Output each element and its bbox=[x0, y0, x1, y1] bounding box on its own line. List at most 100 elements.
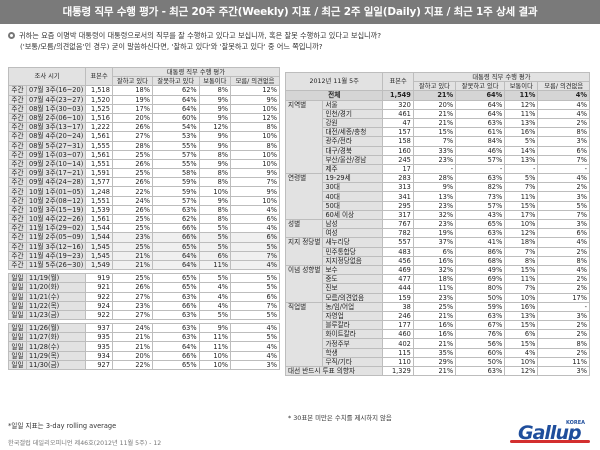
table-row: 여성 782 19% 63% 12% 6% bbox=[286, 228, 590, 239]
approve-value: 23% bbox=[412, 292, 457, 303]
table-row: 주간 09월 1주(03~07) 1,561 25% 57% 8% 10% bbox=[8, 149, 280, 160]
neutral-value: 5% bbox=[198, 223, 232, 234]
approve-value: 21% bbox=[412, 338, 457, 349]
disapprove-value: 66% bbox=[152, 300, 200, 311]
neutral-value: 4% bbox=[504, 347, 539, 358]
approve-value: 9% bbox=[412, 182, 457, 193]
approve-value: 26% bbox=[111, 204, 154, 216]
sample-size: 157 bbox=[382, 127, 414, 138]
approve-value: 7% bbox=[412, 136, 457, 147]
approve-value: 32% bbox=[412, 264, 457, 276]
rolling-average-note: *일일 지표는 3-day rolling average bbox=[8, 422, 117, 430]
sample-size: 483 bbox=[382, 246, 414, 257]
unknown-value: 7% bbox=[230, 177, 280, 188]
neutral-value: 8% bbox=[198, 213, 232, 225]
table-row: 가정주부 402 21% 56% 15% 8% bbox=[286, 338, 590, 349]
detail-period-header: 2012년 11월 5주 bbox=[284, 71, 384, 92]
approve-value: 16% bbox=[412, 329, 457, 340]
logo-korea: KOREA bbox=[566, 420, 586, 426]
unknown-value: 4% bbox=[230, 341, 280, 352]
period-date: 10월 2주(08~12) bbox=[25, 195, 87, 206]
sample-size: 1,539 bbox=[85, 204, 113, 216]
neutral-value: 10% bbox=[504, 356, 539, 368]
subgroup-label: 19-29세 bbox=[322, 173, 384, 184]
period-type: 일일 bbox=[8, 341, 27, 352]
approve-value: 27% bbox=[111, 291, 154, 302]
unknown-value: 9% bbox=[230, 94, 280, 105]
disapprove-value: 55% bbox=[152, 158, 200, 170]
neutral-value: 8% bbox=[198, 204, 232, 216]
period-date: 08월 5주(27~31) bbox=[25, 140, 87, 151]
disapprove-value: 63% bbox=[152, 323, 200, 334]
table-row: 부산/울산/경남 245 23% 57% 13% 7% bbox=[286, 154, 590, 165]
period-type: 주간 bbox=[8, 250, 27, 261]
period-date: 08월 2주(06~10) bbox=[25, 112, 87, 124]
period-type: 주간 bbox=[8, 195, 27, 206]
sample-size: 919 bbox=[85, 273, 113, 284]
sample-size: 456 bbox=[382, 255, 414, 266]
table-row: 50대 295 23% 57% 15% 5% bbox=[286, 200, 590, 211]
period-date: 10월 1주(01~05) bbox=[25, 186, 87, 197]
period-date: 11월 2주(05~09) bbox=[25, 232, 87, 243]
sample-size: 921 bbox=[85, 282, 113, 293]
sample-size: 927 bbox=[85, 359, 113, 371]
unknown-value: 4% bbox=[230, 259, 280, 271]
neutral-value: 17% bbox=[504, 209, 539, 221]
table-row: 대선 반드시 투표 의향자 1,329 21% 63% 12% 3% bbox=[284, 365, 590, 377]
approve-value: 28% bbox=[111, 140, 154, 151]
neutral-value: 16% bbox=[504, 301, 539, 312]
table-row: 강원 47 21% 63% 13% 2% bbox=[286, 117, 590, 129]
unknown-value: 3% bbox=[537, 191, 590, 202]
neutral-value: 9% bbox=[198, 94, 232, 105]
period-date: 09월 3주(17~21) bbox=[25, 168, 87, 179]
sample-size: 159 bbox=[382, 292, 414, 303]
approve-value: 23% bbox=[412, 200, 457, 211]
period-date: 08월 3주(13~17) bbox=[25, 122, 87, 133]
neutral-value: 15% bbox=[504, 338, 539, 349]
subgroup-label: 광주/전라 bbox=[322, 136, 384, 147]
sample-size: 1,551 bbox=[85, 158, 113, 170]
neutral-value: 8% bbox=[504, 255, 539, 266]
sample-size: 246 bbox=[382, 310, 414, 322]
sample-size: 402 bbox=[382, 338, 414, 349]
unknown-value: 4% bbox=[537, 264, 590, 276]
period-date: 10월 3주(15~19) bbox=[25, 204, 87, 216]
neutral-value: 13% bbox=[504, 117, 539, 129]
period-type: 주간 bbox=[8, 85, 27, 96]
subgroup-label: 모름/의견없음 bbox=[322, 292, 384, 303]
disapprove-value: 65% bbox=[152, 273, 200, 284]
disapprove-value: 50% bbox=[455, 292, 506, 303]
table-row: 진보 444 11% 80% 7% 2% bbox=[286, 283, 590, 294]
report-title-banner: 대통령 직무 수행 평가 - 최근 20주 주간(Weekly) 지표 / 최근… bbox=[0, 0, 600, 24]
subgroup-label: 서울 bbox=[322, 99, 384, 110]
neutral-value: 9% bbox=[198, 103, 232, 114]
table-row: 주간 08월 3주(13~17) 1,222 26% 54% 12% 8% bbox=[8, 122, 280, 133]
neutral-value: 9% bbox=[198, 323, 232, 334]
period-date: 07월 4주(23~27) bbox=[25, 94, 87, 105]
unknown-value: 4% bbox=[230, 323, 280, 334]
sample-size: 934 bbox=[85, 350, 113, 361]
unknown-value: 7% bbox=[537, 209, 590, 221]
subgroup-label: 중도 bbox=[322, 274, 384, 285]
period-date: 11/30(금) bbox=[25, 359, 87, 371]
disapprove-value: 82% bbox=[455, 182, 506, 193]
neutral-value: 11% bbox=[504, 108, 539, 119]
approve-value: 26% bbox=[111, 158, 154, 170]
approve-value: 25% bbox=[111, 213, 154, 225]
unknown-value: 7% bbox=[230, 300, 280, 311]
table-row: 중도 477 18% 69% 11% 2% bbox=[286, 274, 590, 285]
period-date: 10월 4주(22~26) bbox=[25, 213, 87, 225]
table-row: 주간 07월 4주(23~27) 1,520 19% 64% 9% 9% bbox=[8, 94, 280, 105]
disapprove-value: 43% bbox=[455, 209, 506, 221]
detail-rating-group-header: 대통령 직무 수행 평가 bbox=[412, 71, 591, 83]
table-row: 일일 11/26(월) 937 24% 63% 9% 4% bbox=[8, 323, 280, 334]
unknown-value: 4% bbox=[537, 237, 590, 248]
sample-size: 320 bbox=[382, 99, 414, 110]
table-row: 주간 11월 4주(19~23) 1,545 21% 64% 6% 7% bbox=[8, 250, 280, 261]
disapprove-value: 63% bbox=[152, 332, 200, 343]
neutral-value: 10% bbox=[504, 292, 539, 303]
disapprove-value: 64% bbox=[455, 108, 506, 119]
sample-size: 1,561 bbox=[85, 149, 113, 160]
sample-size: 1,516 bbox=[85, 112, 113, 124]
subgroup-label: 대전/세종/충청 bbox=[322, 127, 384, 138]
